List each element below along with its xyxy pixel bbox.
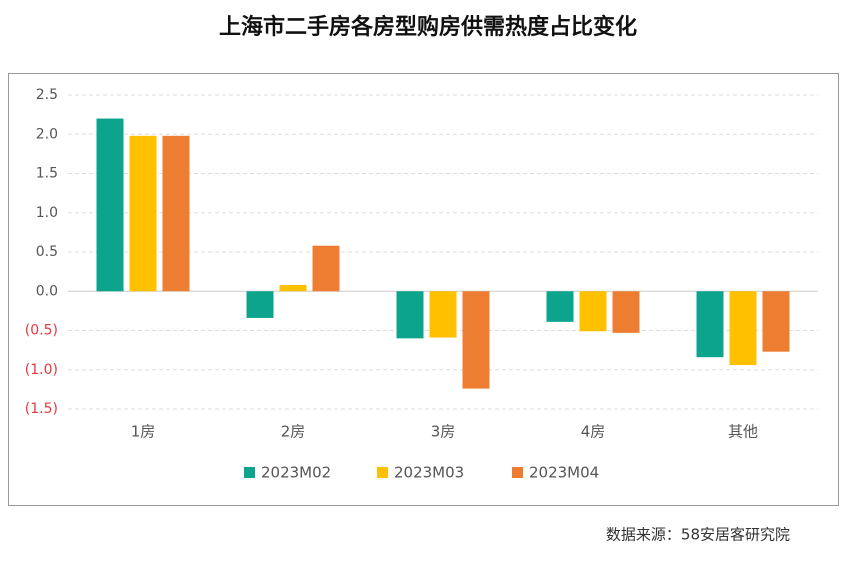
bar [162,135,190,292]
bar [312,245,340,292]
legend-swatch [377,467,388,478]
y-tick-label: 1.5 [36,166,58,182]
bar [246,291,274,318]
y-tick-label: (1.5) [25,401,58,417]
legend-label: 2023M04 [529,464,599,482]
legend-label: 2023M02 [261,464,331,482]
bar [429,291,457,338]
y-tick-label: 2.5 [36,87,58,103]
chart-title: 上海市二手房各房型购房供需热度占比变化 [219,14,637,40]
legend-swatch [244,467,255,478]
y-tick-label: 2.0 [36,126,58,142]
bar [696,291,724,358]
bar [462,291,490,389]
x-tick-label: 3房 [431,423,456,441]
source-note: 数据来源：58安居客研究院 [606,526,790,544]
y-tick-label: (0.5) [25,323,58,339]
y-tick-label: 0.5 [36,244,58,260]
bar [612,291,640,333]
chart-border [8,73,839,506]
x-tick-label: 1房 [131,423,156,441]
bar [396,291,424,339]
x-tick-label: 2房 [281,423,306,441]
y-tick-label: (1.0) [25,362,58,378]
y-tick-label: 0.0 [36,283,58,299]
bar [546,291,574,322]
x-tick-label: 其他 [728,423,758,441]
legend-label: 2023M03 [394,464,464,482]
legend-swatch [512,467,523,478]
bar [579,291,607,332]
y-tick-label: 1.0 [36,205,58,221]
bar [762,291,790,352]
x-tick-label: 4房 [581,423,606,441]
bar [129,135,157,292]
bar [96,118,124,292]
bar [279,284,307,292]
bar [729,291,757,366]
